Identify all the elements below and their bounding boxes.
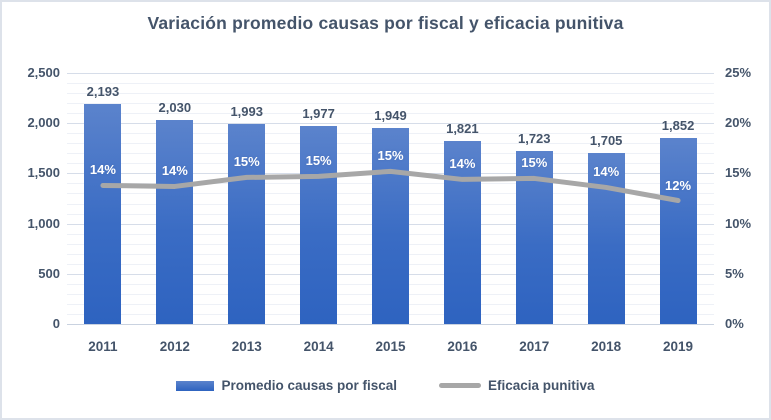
gridline-major [67, 123, 714, 125]
x-axis-tick-2012: 2012 [159, 339, 190, 354]
y-axis-tick-right: 20% [725, 115, 752, 131]
gridline-minor [67, 113, 714, 115]
legend-label-eficacia: Eficacia punitiva [488, 378, 595, 393]
line-value-label: 14% [593, 164, 620, 180]
line-value-label: 15% [305, 153, 332, 169]
bar-2012 [156, 120, 194, 324]
legend-label-promedio: Promedio causas por fiscal [221, 378, 398, 393]
x-axis-line [67, 324, 714, 325]
y-axis-tick-left: 1,000 [27, 215, 60, 231]
bar-value-label: 1,705 [589, 132, 623, 148]
x-axis-tick-2016: 2016 [447, 339, 478, 354]
legend-item-eficacia: Eficacia punitiva [439, 378, 595, 393]
bar-value-label: 1,993 [230, 103, 263, 119]
y-axis-tick-left: 500 [38, 265, 60, 281]
y-axis-tick-left: 2,000 [27, 115, 60, 131]
bar-2017 [515, 151, 553, 324]
line-value-label: 12% [665, 177, 692, 193]
x-axis-tick-2017: 2017 [519, 339, 550, 354]
x-axis-tick-2019: 2019 [663, 339, 694, 354]
line-value-label: 15% [377, 148, 404, 164]
chart-title: Variación promedio causas por fiscal y e… [147, 13, 624, 33]
gridline-minor [67, 83, 714, 85]
line-value-label: 15% [521, 155, 548, 171]
bar-value-label: 2,193 [86, 83, 120, 99]
line-value-label: 14% [161, 163, 188, 179]
y-axis-tick-right: 5% [725, 265, 744, 281]
x-axis-tick-2014: 2014 [303, 339, 334, 354]
x-axis-tick-2011: 2011 [88, 339, 118, 354]
gridline-minor [67, 103, 714, 105]
y-axis-tick-left: 2,500 [27, 65, 60, 80]
bar-2014 [300, 125, 338, 324]
x-axis-tick-2018: 2018 [591, 339, 622, 354]
chart-legend: Promedio causas por fiscal Eficacia puni… [2, 378, 769, 393]
y-axis-tick-right: 10% [725, 215, 752, 231]
line-value-label: 14% [89, 162, 116, 178]
bar-2013 [228, 123, 266, 324]
bar-value-label: 1,852 [661, 118, 695, 134]
legend-item-promedio: Promedio causas por fiscal [176, 378, 397, 393]
line-value-label: 14% [449, 156, 476, 172]
gridline-minor [67, 93, 714, 95]
bar-2015 [372, 128, 409, 324]
x-axis-tick-2015: 2015 [375, 339, 406, 354]
bar-2011 [84, 103, 122, 324]
bar-2019 [659, 138, 697, 324]
gridline-major [67, 73, 714, 74]
legend-bar-swatch-icon [176, 380, 215, 391]
y-axis-tick-right: 0% [725, 316, 744, 331]
x-axis-tick-2013: 2013 [231, 339, 262, 354]
y-axis-tick-right: 25% [725, 65, 752, 80]
line-value-label: 15% [233, 154, 260, 170]
bar-value-label: 2,030 [158, 100, 192, 116]
y-axis-tick-left: 1,500 [27, 165, 60, 181]
bar-value-label: 1,949 [374, 108, 407, 124]
y-axis-tick-right: 15% [725, 165, 752, 181]
legend-line-swatch-icon [439, 383, 482, 388]
bar-value-label: 1,723 [517, 131, 551, 146]
bar-value-label: 1,977 [302, 105, 335, 121]
bar-value-label: 1,821 [446, 121, 479, 137]
y-axis-tick-left: 0 [52, 316, 60, 331]
